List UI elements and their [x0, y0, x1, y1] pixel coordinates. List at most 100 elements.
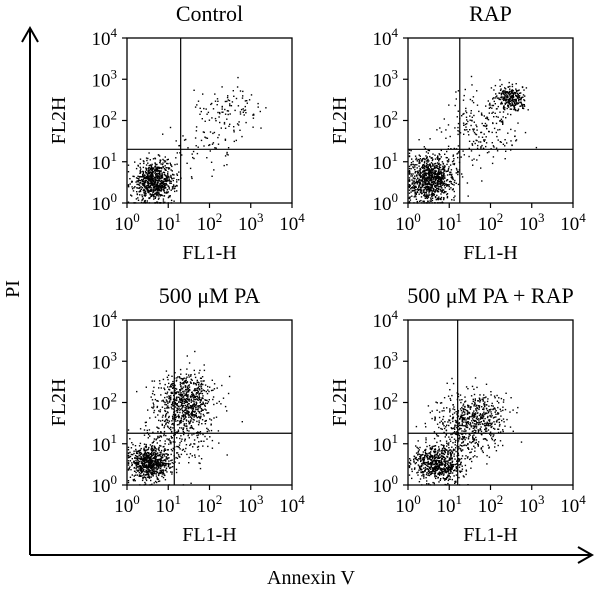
scatter-point	[472, 427, 474, 429]
scatter-point	[464, 425, 466, 427]
scatter-point	[208, 144, 210, 147]
scatter-point	[157, 437, 159, 439]
scatter-point	[474, 420, 477, 422]
scatter-point	[441, 472, 444, 474]
scatter-point	[178, 444, 181, 446]
scatter-point	[158, 186, 161, 188]
scatter-point	[414, 172, 416, 174]
scatter-point	[142, 477, 144, 480]
scatter-point	[156, 478, 159, 480]
scatter-point	[449, 464, 452, 466]
scatter-point	[150, 464, 152, 466]
scatter-point	[170, 199, 173, 202]
scatter-point	[165, 176, 168, 179]
scatter-point	[486, 152, 489, 154]
scatter-point	[174, 389, 176, 392]
scatter-point	[453, 163, 455, 166]
scatter-point	[206, 438, 208, 440]
scatter-point	[431, 171, 433, 173]
scatter-point	[163, 459, 166, 461]
scatter-point	[438, 196, 440, 198]
x-tick-label: 103	[238, 210, 264, 235]
scatter-point	[198, 406, 200, 408]
scatter-point	[150, 474, 153, 476]
scatter-point	[426, 185, 428, 188]
scatter-point	[452, 189, 454, 191]
scatter-point	[134, 470, 136, 472]
scatter-point	[167, 378, 169, 381]
scatter-point	[413, 461, 415, 463]
scatter-point	[462, 449, 464, 451]
scatter-point	[127, 481, 130, 484]
scatter-point	[193, 396, 195, 398]
scatter-point	[429, 461, 432, 464]
scatter-point	[144, 181, 147, 183]
scatter-point	[153, 186, 155, 189]
scatter-point	[446, 163, 448, 166]
scatter-point	[461, 399, 463, 401]
scatter-point	[203, 131, 205, 134]
scatter-point	[415, 193, 417, 196]
scatter-point	[134, 474, 137, 476]
scatter-point	[155, 470, 157, 473]
scatter-point	[467, 437, 470, 439]
scatter-point	[200, 413, 202, 415]
scatter-point	[474, 442, 476, 444]
scatter-point	[457, 110, 459, 112]
scatter-point	[170, 471, 172, 473]
scatter-point	[193, 404, 196, 406]
scatter-point	[499, 98, 502, 101]
scatter-point	[461, 173, 463, 175]
scatter-point	[481, 144, 483, 147]
scatter-point	[500, 118, 503, 120]
scatter-point	[155, 193, 157, 195]
scatter-point	[204, 420, 206, 422]
scatter-point	[164, 401, 166, 404]
scatter-point	[182, 416, 185, 418]
scatter-point	[458, 476, 460, 479]
scatter-point	[146, 173, 148, 175]
scatter-point	[155, 456, 157, 459]
scatter-point	[139, 166, 141, 169]
scatter-point	[499, 120, 501, 122]
scatter-point	[442, 172, 445, 174]
scatter-point	[215, 120, 217, 122]
scatter-point	[142, 170, 144, 173]
scatter-point	[167, 202, 169, 204]
scatter-point	[423, 190, 425, 192]
scatter-point	[476, 386, 478, 389]
scatter-point	[163, 463, 165, 465]
scatter-point	[471, 143, 473, 145]
scatter-point	[190, 419, 192, 421]
scatter-point	[520, 102, 522, 104]
scatter-point	[154, 176, 157, 179]
x-tick-label: 102	[197, 492, 223, 517]
scatter-point	[144, 474, 147, 476]
scatter-point	[512, 90, 514, 92]
scatter-point	[434, 170, 437, 172]
scatter-point	[212, 142, 215, 144]
scatter-point	[178, 446, 180, 449]
scatter-point	[188, 386, 191, 388]
scatter-point	[505, 98, 508, 100]
scatter-point	[508, 81, 510, 84]
scatter-point	[486, 116, 488, 118]
scatter-point	[433, 451, 435, 454]
scatter-point	[467, 131, 469, 133]
scatter-point	[165, 192, 167, 194]
scatter-point	[198, 388, 201, 390]
scatter-point	[154, 453, 157, 455]
scatter-point	[507, 105, 509, 108]
scatter-point	[166, 453, 168, 455]
scatter-point	[423, 172, 425, 174]
scatter-point	[148, 183, 150, 185]
scatter-point	[416, 170, 418, 173]
scatter-point	[194, 398, 197, 401]
scatter-point	[167, 419, 169, 422]
scatter-point	[145, 386, 147, 388]
scatter-point	[488, 420, 491, 422]
scatter-point	[201, 403, 203, 406]
scatter-point	[422, 171, 424, 173]
scatter-point	[168, 389, 171, 391]
scatter-point	[192, 156, 194, 159]
